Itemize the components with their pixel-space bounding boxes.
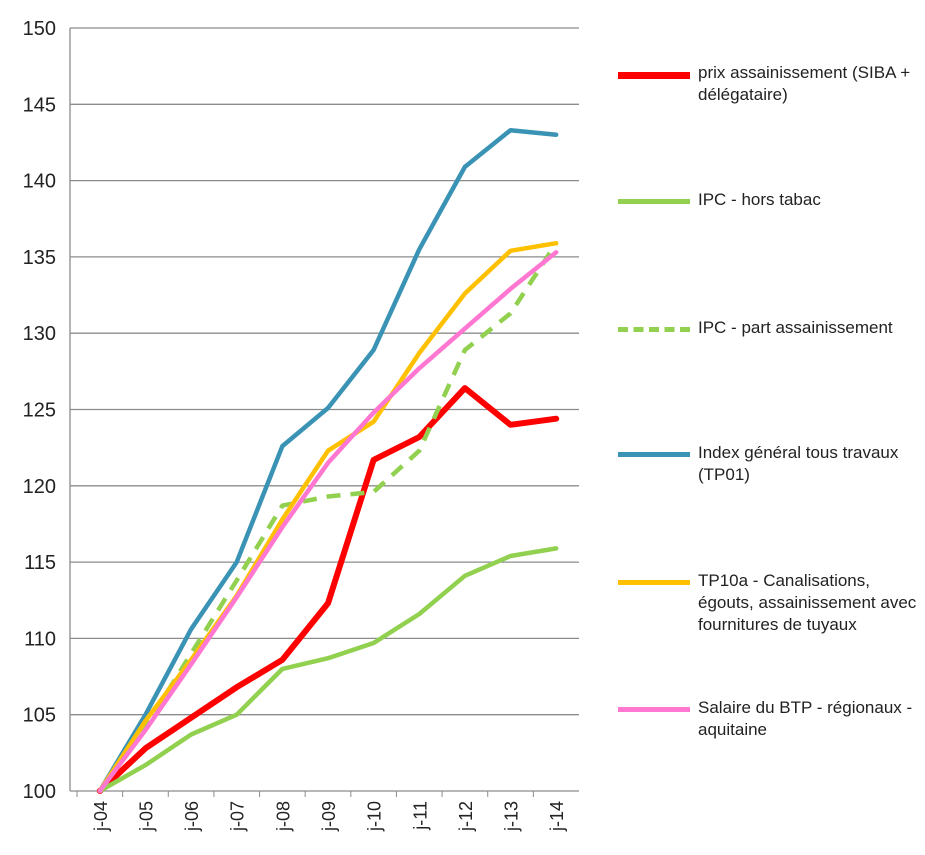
x-tick-label: j-13 <box>502 801 522 832</box>
x-tick-label: j-08 <box>273 801 293 832</box>
x-tick-label: j-05 <box>136 801 156 832</box>
legend-swatch <box>618 452 690 457</box>
y-tick-label: 150 <box>23 18 56 40</box>
x-tick-label: j-14 <box>547 801 567 832</box>
x-tick-label: j-10 <box>365 801 385 832</box>
legend-label: TP10a - Canalisations, égouts, assainiss… <box>698 571 917 634</box>
series-line <box>97 546 559 794</box>
series-line <box>96 385 560 794</box>
legend-label: Index général tous travaux (TP01) <box>698 443 899 484</box>
y-tick-label: 125 <box>23 400 56 422</box>
series-line <box>97 241 559 793</box>
y-tick-label: 130 <box>23 323 56 345</box>
series-line <box>97 250 559 794</box>
legend-item: Salaire du BTP - régionaux - aquitaine <box>618 697 918 741</box>
x-tick-label: j-04 <box>91 801 111 832</box>
legend-label: prix assainissement (SIBA + délégataire) <box>698 63 911 104</box>
x-tick-label: j-12 <box>456 801 476 832</box>
y-tick-label: 100 <box>23 781 56 803</box>
legend-label: IPC - part assainissement <box>698 318 893 337</box>
legend-swatch <box>618 327 690 332</box>
x-tick-label: j-07 <box>228 801 248 832</box>
y-tick-label: 110 <box>24 628 56 650</box>
legend-swatch <box>618 580 690 585</box>
series-line <box>97 240 559 794</box>
x-tick-label: j-09 <box>319 801 339 832</box>
legend-item: prix assainissement (SIBA + délégataire) <box>618 62 918 106</box>
y-tick-label: 140 <box>23 171 56 193</box>
legend-swatch <box>618 707 690 712</box>
legend-swatch <box>618 72 690 79</box>
legend-label: IPC - hors tabac <box>698 190 821 209</box>
x-tick-label: j-11 <box>410 801 430 831</box>
legend-item: IPC - hors tabac <box>618 189 918 211</box>
legend-label: Salaire du BTP - régionaux - aquitaine <box>698 698 913 739</box>
legend-item: IPC - part assainissement <box>618 317 918 339</box>
legend-item: Index général tous travaux (TP01) <box>618 442 918 486</box>
y-tick-label: 120 <box>23 476 56 498</box>
y-tick-label: 145 <box>23 94 56 116</box>
legend-item: TP10a - Canalisations, égouts, assainiss… <box>618 570 918 636</box>
series-line <box>97 127 559 794</box>
y-tick-label: 105 <box>23 705 56 727</box>
x-tick-label: j-06 <box>182 801 202 832</box>
y-tick-label: 115 <box>24 552 56 574</box>
legend-swatch <box>618 199 690 204</box>
y-tick-label: 135 <box>23 247 56 269</box>
